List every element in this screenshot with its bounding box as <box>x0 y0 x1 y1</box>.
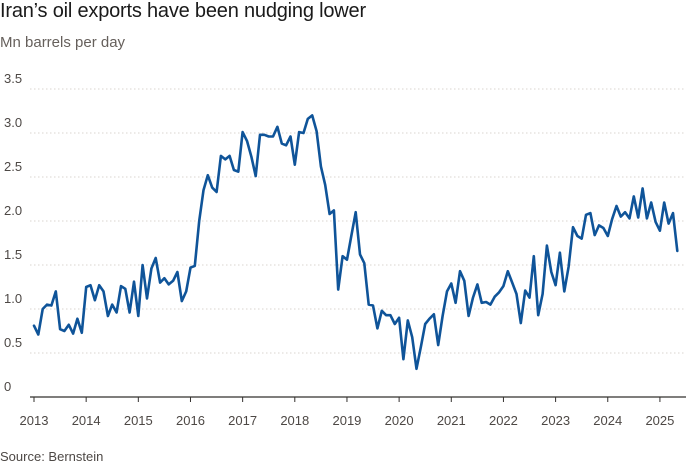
x-tick-label: 2024 <box>593 413 622 428</box>
x-tick-label: 2023 <box>541 413 570 428</box>
series-layer <box>32 114 679 371</box>
x-tick-label: 2022 <box>489 413 518 428</box>
x-axis: 2013 2014 2015 2016 2017 2018 2019 2020 2021 2022… <box>20 396 686 428</box>
y-tick-label: 1.5 <box>4 247 22 262</box>
y-tick-label: 3.0 <box>4 115 22 130</box>
y-tick-label: 0.5 <box>4 335 22 350</box>
series-line-oil-exports <box>32 114 679 371</box>
chart-subtitle: Mn barrels per day <box>0 34 126 51</box>
x-tick-label: 2020 <box>385 413 414 428</box>
y-tick-label: 3.5 <box>4 71 22 86</box>
x-tick-label: 2016 <box>176 413 205 428</box>
y-tick-label: 2.0 <box>4 203 22 218</box>
x-tick-label: 2013 <box>20 413 49 428</box>
x-tick-label: 2025 <box>645 413 674 428</box>
gridlines <box>30 88 686 354</box>
x-tick-label: 2018 <box>280 413 309 428</box>
y-tick-label: 2.5 <box>4 159 22 174</box>
x-tick-label: 2021 <box>437 413 466 428</box>
y-tick-label: 0 <box>4 379 11 394</box>
source-note: Source: Bernstein <box>0 449 104 464</box>
x-tick-label: 2017 <box>228 413 257 428</box>
x-tick-label: 2014 <box>72 413 101 428</box>
x-tick-label: 2019 <box>332 413 361 428</box>
y-tick-label: 1.0 <box>4 291 22 306</box>
chart-title: Iran’s oil exports have been nudging low… <box>0 0 366 22</box>
y-axis-tick-labels: 0 0.5 1.0 1.5 2.0 2.5 3.0 3.5 <box>4 71 22 394</box>
x-tick-label: 2015 <box>124 413 153 428</box>
